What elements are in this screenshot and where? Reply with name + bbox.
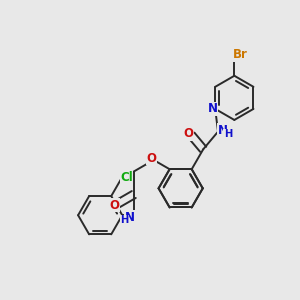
Text: Cl: Cl xyxy=(120,171,133,184)
Text: O: O xyxy=(183,127,193,140)
Text: O: O xyxy=(110,199,120,212)
Text: N: N xyxy=(208,102,218,116)
Text: O: O xyxy=(146,152,156,165)
Text: H: H xyxy=(120,215,129,225)
Text: Br: Br xyxy=(232,48,247,61)
Text: N: N xyxy=(218,124,228,136)
Text: N: N xyxy=(125,211,135,224)
Text: H: H xyxy=(224,129,232,139)
